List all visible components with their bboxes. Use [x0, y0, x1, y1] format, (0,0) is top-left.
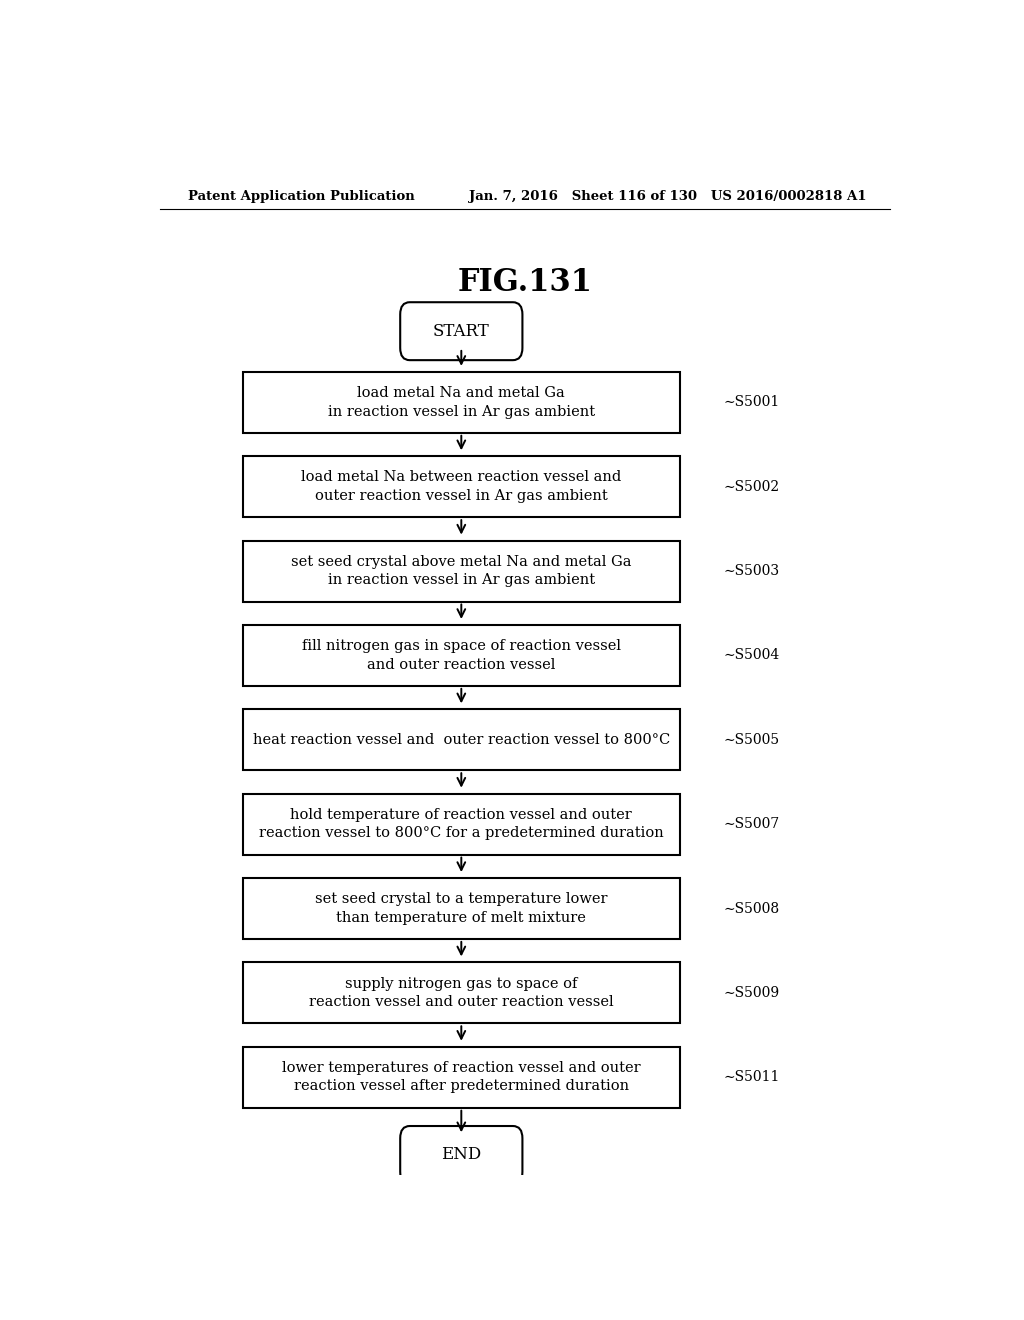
- Text: load metal Na between reaction vessel and
outer reaction vessel in Ar gas ambien: load metal Na between reaction vessel an…: [301, 470, 622, 503]
- FancyBboxPatch shape: [400, 1126, 522, 1184]
- Text: START: START: [433, 322, 489, 339]
- Text: ∼S5008: ∼S5008: [723, 902, 779, 916]
- FancyBboxPatch shape: [243, 709, 680, 771]
- FancyBboxPatch shape: [243, 793, 680, 854]
- Text: ∼S5004: ∼S5004: [723, 648, 779, 663]
- Text: END: END: [441, 1147, 481, 1163]
- Text: fill nitrogen gas in space of reaction vessel
and outer reaction vessel: fill nitrogen gas in space of reaction v…: [302, 639, 621, 672]
- Text: ∼S5009: ∼S5009: [723, 986, 779, 999]
- FancyBboxPatch shape: [243, 878, 680, 939]
- FancyBboxPatch shape: [243, 541, 680, 602]
- Text: ∼S5001: ∼S5001: [723, 395, 779, 409]
- FancyBboxPatch shape: [243, 1047, 680, 1107]
- FancyBboxPatch shape: [243, 962, 680, 1023]
- Text: ∼S5002: ∼S5002: [723, 479, 779, 494]
- FancyBboxPatch shape: [243, 624, 680, 686]
- Text: set seed crystal to a temperature lower
than temperature of melt mixture: set seed crystal to a temperature lower …: [315, 892, 607, 925]
- Text: Jan. 7, 2016   Sheet 116 of 130   US 2016/0002818 A1: Jan. 7, 2016 Sheet 116 of 130 US 2016/00…: [469, 190, 866, 202]
- FancyBboxPatch shape: [400, 302, 522, 360]
- Text: heat reaction vessel and  outer reaction vessel to 800°C: heat reaction vessel and outer reaction …: [253, 733, 670, 747]
- Text: set seed crystal above metal Na and metal Ga
in reaction vessel in Ar gas ambien: set seed crystal above metal Na and meta…: [291, 554, 632, 587]
- Text: ∼S5003: ∼S5003: [723, 564, 779, 578]
- Text: load metal Na and metal Ga
in reaction vessel in Ar gas ambient: load metal Na and metal Ga in reaction v…: [328, 387, 595, 418]
- Text: hold temperature of reaction vessel and outer
reaction vessel to 800°C for a pre: hold temperature of reaction vessel and …: [259, 808, 664, 841]
- Text: lower temperatures of reaction vessel and outer
reaction vessel after predetermi: lower temperatures of reaction vessel an…: [282, 1061, 641, 1093]
- FancyBboxPatch shape: [243, 457, 680, 517]
- Text: ∼S5007: ∼S5007: [723, 817, 779, 832]
- Text: FIG.131: FIG.131: [458, 267, 592, 298]
- Text: Patent Application Publication: Patent Application Publication: [187, 190, 415, 202]
- FancyBboxPatch shape: [243, 372, 680, 433]
- Text: ∼S5005: ∼S5005: [723, 733, 779, 747]
- Text: ∼S5011: ∼S5011: [723, 1071, 779, 1084]
- Text: supply nitrogen gas to space of
reaction vessel and outer reaction vessel: supply nitrogen gas to space of reaction…: [309, 977, 613, 1008]
